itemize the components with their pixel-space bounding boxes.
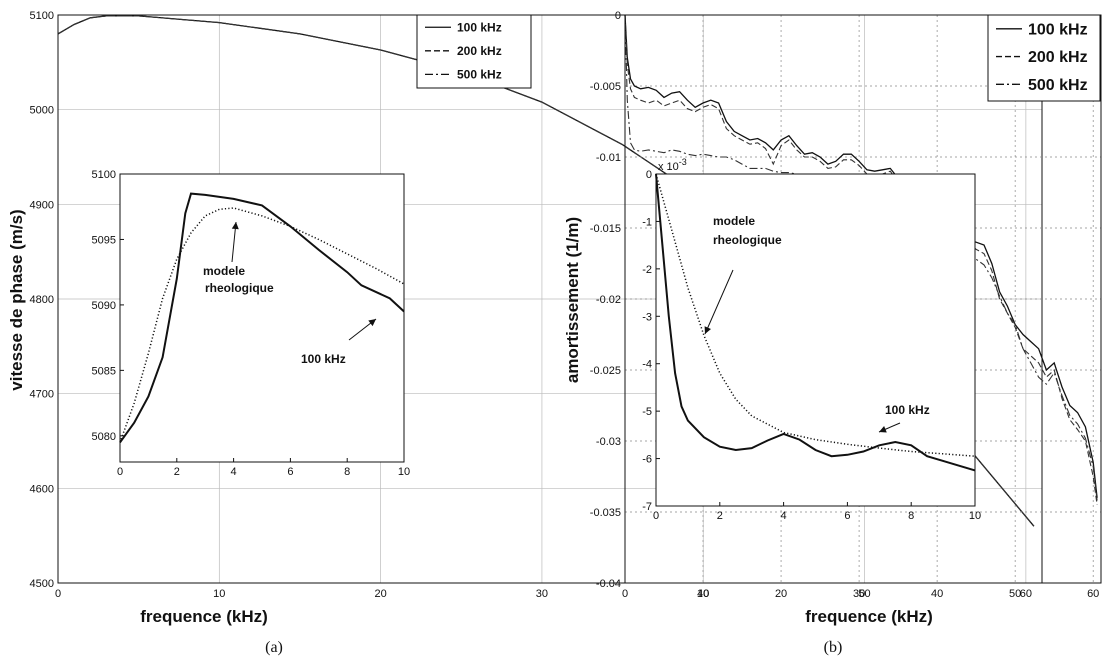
inset-x-tick-label: 8: [344, 466, 350, 478]
x-tick-label: 10: [213, 588, 225, 600]
legend-label: 200 kHz: [1028, 49, 1088, 66]
y-tick-label: 0: [615, 10, 621, 22]
panel-b-tick-labels: 0 10 20 30 40 50 60-0.04-0.035-0.03-0.025-0.02…: [590, 10, 1100, 600]
annotation-arrowhead: [879, 426, 887, 433]
legend-label: 500 kHz: [457, 68, 502, 82]
inset-annotation-text: rheologique: [205, 281, 274, 295]
y-tick-label: -0.01: [596, 152, 621, 164]
inset-x-tick-label: 8: [908, 510, 914, 522]
inset-y-tick-label: -4: [642, 359, 652, 371]
inset-y-tick-label: 5095: [92, 234, 116, 246]
inset-x-tick-label: 10: [398, 466, 410, 478]
inset-annotation-text: 100 kHz: [885, 403, 930, 417]
inset-annotation-text: modele: [203, 264, 245, 278]
panel-b-x-axis-label: frequence (kHz): [805, 607, 933, 626]
x-tick-label: 0: [622, 588, 628, 600]
series-line-500-khz: [624, 14, 1098, 501]
inset-y-tick-label: -1: [642, 216, 652, 228]
inset-annotation-text: modele: [713, 214, 755, 228]
panel-a-inset: 0 2 4 6 8 10 5080 5085 5090 5095 5100 modele rheolog…: [92, 169, 411, 478]
inset-x-tick-label: 6: [844, 510, 850, 522]
x-tick-label: 60: [1020, 588, 1032, 600]
x-tick-label: 0: [55, 588, 61, 600]
panel-a-y-axis-label: vitesse de phase (m/s): [7, 209, 26, 390]
panel-b-inset: 0 2 4 6 8 10 -7 -6 -5 -4 -3 -2 -1 0 x 10-3 modele rheolo…: [642, 157, 981, 522]
y-tick-label: 4800: [30, 294, 54, 306]
annotation-arrowhead: [704, 326, 711, 334]
x-tick-label: 20: [374, 588, 386, 600]
panel-b-legend: 100 kHz 200 kHz 500 kHz: [987, 14, 1101, 102]
panel-a-legend: 100 kHz 200 kHz 500 kHz: [416, 14, 532, 89]
inset-x-tick-label: 4: [781, 510, 787, 522]
inset-y-tick-label: 0: [646, 169, 652, 181]
inset-series-line-100-khz: [119, 192, 405, 443]
x-tick-label: 10: [697, 588, 709, 600]
inset-scale-label: x 10-3: [658, 157, 687, 173]
panel-b-series: [624, 14, 1098, 505]
legend-label: 200 kHz: [457, 44, 502, 58]
legend-label: 100 kHz: [457, 20, 502, 34]
inset-y-tick-label: 5080: [92, 431, 116, 443]
panel-a-phase-velocity: 0 10 20 30 40 50 60450046004700480049005000510…: [7, 10, 1043, 656]
legend-label: 100 kHz: [1028, 21, 1088, 38]
inset-y-tick-label: 5100: [92, 169, 116, 181]
inset-x-tick-label: 4: [231, 466, 237, 478]
inset-y-tick-label: 5085: [92, 365, 116, 377]
inset-x-tick-label: 0: [653, 510, 659, 522]
y-tick-label: -0.03: [596, 436, 621, 448]
inset-series-line-100-khz: [655, 173, 976, 472]
x-tick-label: 30: [536, 588, 548, 600]
y-tick-label: -0.04: [596, 578, 621, 590]
inset-x-tick-label: 2: [717, 510, 723, 522]
inset-y-tick-label: 5090: [92, 300, 116, 312]
annotation-arrow: [704, 269, 734, 335]
y-tick-label: 4600: [30, 483, 54, 495]
x-tick-label: 50: [858, 588, 870, 600]
y-tick-label: 5000: [30, 105, 54, 117]
y-tick-label: 4700: [30, 389, 54, 401]
y-tick-label: 5100: [30, 10, 54, 22]
inset-y-tick-label: -3: [642, 311, 652, 323]
y-tick-label: -0.015: [590, 223, 621, 235]
annotation-arrowhead: [368, 319, 376, 327]
inset-y-tick-label: -5: [642, 406, 652, 418]
x-tick-label: 30: [853, 588, 865, 600]
legend-label: 500 kHz: [1028, 77, 1088, 94]
y-tick-label: -0.005: [590, 81, 621, 93]
inset-series-line-modele-rheologique: [655, 173, 976, 457]
x-tick-label: 40: [931, 588, 943, 600]
annotation-arrowhead: [231, 222, 239, 230]
x-tick-label: 60: [1087, 588, 1099, 600]
panel-b-attenuation: 0 10 20 30 40 50 60-0.04-0.035-0.03-0.025-0.02…: [563, 10, 1102, 656]
inset-y-tick-label: -2: [642, 264, 652, 276]
series-line-100-khz: [624, 14, 1098, 498]
inset-annotation-text: rheologique: [713, 233, 782, 247]
x-tick-label: 20: [775, 588, 787, 600]
y-tick-label: -0.025: [590, 365, 621, 377]
panel-b-y-axis-label: amortissement (1/m): [563, 217, 582, 383]
inset-y-tick-label: -6: [642, 454, 652, 466]
y-tick-label: 4900: [30, 199, 54, 211]
inset-series-line-modele-rheologique: [119, 207, 405, 443]
y-tick-label: 4500: [30, 578, 54, 590]
inset-y-tick-label: -7: [642, 501, 652, 513]
panel-b-caption: (b): [824, 639, 843, 656]
inset-x-tick-label: 0: [117, 466, 123, 478]
panel-a-x-axis-label: frequence (kHz): [140, 607, 268, 626]
panel-a-tick-labels: 0 10 20 30 40 50 60450046004700480049005000510…: [30, 10, 1032, 600]
inset-x-tick-label: 6: [287, 466, 293, 478]
y-tick-label: -0.035: [590, 507, 621, 519]
panel-b-axes-frame: [624, 14, 1102, 584]
inset-annotation-text: 100 kHz: [301, 352, 346, 366]
x-tick-label: 50: [1009, 588, 1021, 600]
panel-a-caption: (a): [265, 639, 283, 656]
x-tick-label: 40: [697, 588, 709, 600]
inset-x-tick-label: 2: [174, 466, 180, 478]
inset-x-tick-label: 10: [969, 510, 981, 522]
y-tick-label: -0.02: [596, 294, 621, 306]
inset-frame: [119, 173, 405, 463]
